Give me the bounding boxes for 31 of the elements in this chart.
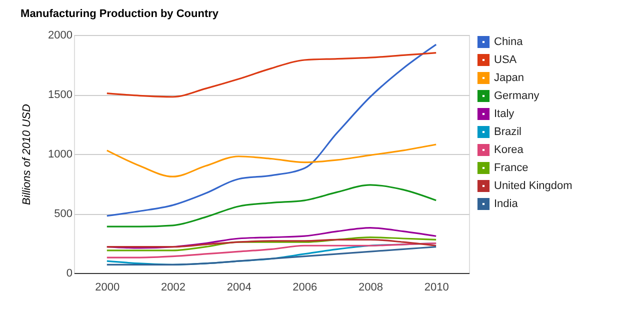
legend-label: Korea [494,144,524,156]
line-series [106,52,437,98]
line-series [106,242,437,258]
line-series [106,236,437,252]
line-series [106,184,437,228]
y-tick-label: 1000 [48,148,72,160]
legend-label: USA [494,54,518,66]
legend-label: China [494,36,524,48]
y-axis-title: Billions of 2010 USD [21,104,34,205]
line-series [106,44,437,217]
line-series [106,238,437,248]
line-series [106,246,437,266]
x-tick-label: 2006 [292,282,318,294]
legend-label: India [494,198,519,210]
x-tick-label: 2002 [161,282,186,294]
legend-label: Germany [494,90,540,102]
x-tick-label: 2000 [95,282,120,294]
chart-title: Manufacturing Production by Country [20,8,220,20]
legend-label: France [494,162,528,174]
y-tick-label: 500 [54,208,72,220]
y-tick-label: 2000 [48,30,72,42]
x-tick-label: 2008 [358,282,383,294]
y-tick-label: 0 [66,268,72,280]
legend-label: United Kingdom [494,180,572,192]
line-series [106,144,437,178]
legend-label: Brazil [494,126,522,138]
x-tick-label: 2010 [424,282,449,294]
x-tick-label: 2004 [226,282,252,294]
legend-label: Italy [494,108,515,120]
legend-label: Japan [494,72,524,84]
y-tick-label: 1500 [48,89,72,101]
